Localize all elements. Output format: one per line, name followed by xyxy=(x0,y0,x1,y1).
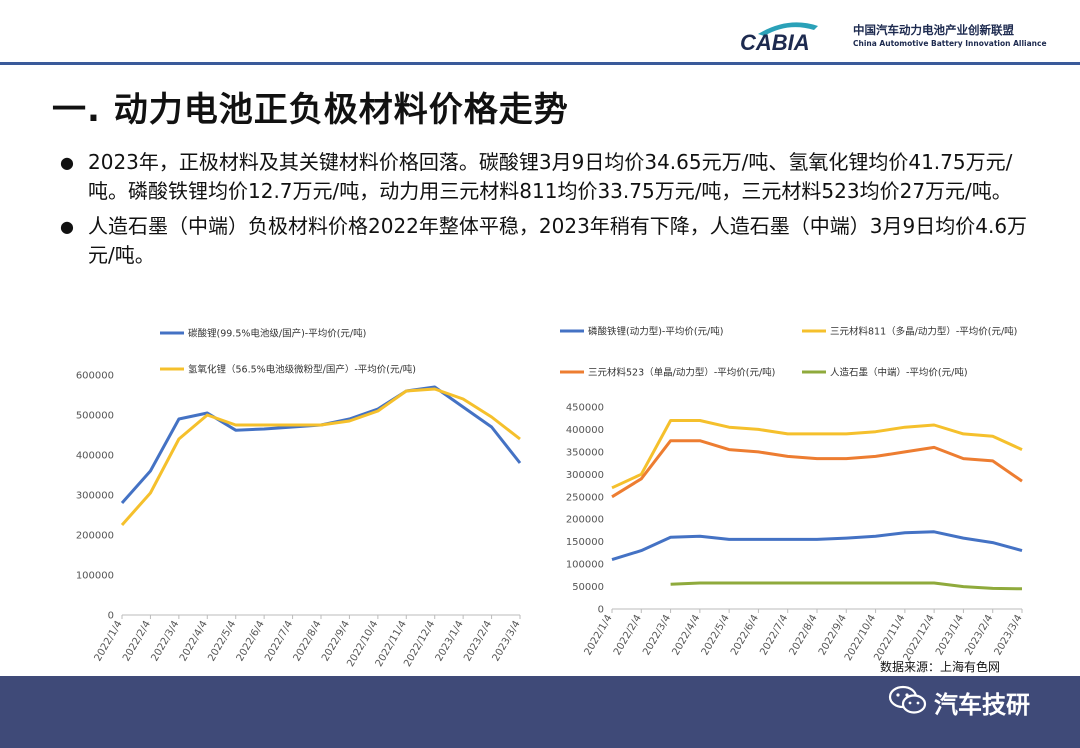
legend-label: 三元材料811（多晶/动力型）-平均价(元/吨) xyxy=(830,326,1017,338)
y-tick-label: 300000 xyxy=(566,470,604,481)
bullet-text: 人造石墨（中端）负极材料价格2022年整体平稳，2023年稍有下降，人造石墨（中… xyxy=(88,214,1028,267)
lithium-price-chart: 碳酸锂(99.5%电池级/国产)-平均价(元/吨) 氢氧化锂（56.5%电池级微粉… xyxy=(76,328,523,669)
legend-label: 三元材料523（单晶/动力型）-平均价(元/吨) xyxy=(588,367,775,379)
cathode-anode-price-chart: 磷酸铁锂(动力型)-平均价(元/吨) 三元材料811（多晶/动力型）-平均价(元/… xyxy=(560,326,1025,663)
cabia-logo: CABIA xyxy=(740,22,818,55)
x-tick-label: 2022/6/4 xyxy=(235,619,267,663)
x-tick-label: 2023/1/4 xyxy=(434,619,466,663)
x-tick-label: 2022/9/4 xyxy=(817,613,849,657)
legend-label: 氢氧化锂（56.5%电池级微粉型/国产）-平均价(元/吨) xyxy=(188,364,416,376)
legend-label: 磷酸铁锂(动力型)-平均价(元/吨) xyxy=(588,326,723,338)
bullet-dot-icon: ● xyxy=(60,217,74,236)
x-tick-label: 2022/8/4 xyxy=(788,613,820,657)
x-tick-label: 2023/3/4 xyxy=(993,613,1025,657)
y-tick-label: 150000 xyxy=(566,537,604,548)
org-name-en: China Automotive Battery Innovation Alli… xyxy=(853,39,1047,48)
x-tick-label: 2022/6/4 xyxy=(729,613,761,657)
series-line-0 xyxy=(611,530,1023,562)
y-tick-label: 0 xyxy=(108,611,114,622)
header-divider xyxy=(0,62,1080,65)
x-tick-label: 2022/2/4 xyxy=(612,613,644,657)
y-tick-label: 500000 xyxy=(76,411,114,422)
x-tick-label: 2022/2/4 xyxy=(121,619,153,663)
series-line-1 xyxy=(611,419,1023,490)
series-line-2 xyxy=(611,439,1023,499)
legend-label: 碳酸锂(99.5%电池级/国产)-平均价(元/吨) xyxy=(188,328,366,340)
x-tick-label: 2023/2/4 xyxy=(462,619,494,663)
watermark-label: 汽车技研 xyxy=(934,691,1030,719)
series-line-3 xyxy=(670,581,1023,591)
x-tick-label: 2022/12/4 xyxy=(902,613,937,663)
x-tick-label: 2022/3/4 xyxy=(149,619,181,663)
y-tick-label: 250000 xyxy=(566,492,604,503)
x-tick-label: 2022/5/4 xyxy=(206,619,238,663)
x-tick-label: 2022/8/4 xyxy=(292,619,324,663)
y-tick-label: 300000 xyxy=(76,491,114,502)
x-tick-label: 2023/1/4 xyxy=(934,613,966,657)
data-source: 数据来源：上海有色网 xyxy=(880,660,1001,674)
x-tick-label: 2023/3/4 xyxy=(491,619,523,663)
x-tick-label: 2023/2/4 xyxy=(963,613,995,657)
y-tick-label: 400000 xyxy=(566,425,604,436)
x-tick-label: 2022/9/4 xyxy=(320,619,352,663)
bullet-dot-icon: ● xyxy=(60,153,74,172)
y-tick-label: 50000 xyxy=(572,582,604,593)
y-tick-label: 100000 xyxy=(76,571,114,582)
logo-mark: CABIA xyxy=(740,30,810,55)
x-tick-label: 2022/3/4 xyxy=(641,613,673,657)
legend-label: 人造石墨（中端）-平均价(元/吨) xyxy=(830,367,968,379)
y-tick-label: 200000 xyxy=(76,531,114,542)
y-tick-label: 200000 xyxy=(566,515,604,526)
page-title: 一. 动力电池正负极材料价格走势 xyxy=(52,90,569,130)
bullet-item: ● 人造石墨（中端）负极材料价格2022年整体平稳，2023年稍有下降，人造石墨… xyxy=(56,212,1046,270)
y-tick-label: 450000 xyxy=(566,403,604,414)
y-tick-label: 400000 xyxy=(76,451,114,462)
y-tick-label: 100000 xyxy=(566,560,604,571)
series-line-1 xyxy=(120,387,521,526)
x-tick-label: 2022/5/4 xyxy=(700,613,732,657)
x-tick-label: 2022/7/4 xyxy=(758,613,790,657)
bullet-text: 2023年，正极材料及其关键材料价格回落。碳酸锂3月9日均价34.65元万/吨、… xyxy=(88,150,1013,203)
x-tick-label: 2022/1/4 xyxy=(583,613,615,657)
header-bar: CABIA 中国汽车动力电池产业创新联盟 China Automotive Ba… xyxy=(0,0,1080,64)
x-tick-label: 2022/4/4 xyxy=(670,613,702,657)
y-tick-label: 350000 xyxy=(566,447,604,458)
org-name-cn: 中国汽车动力电池产业创新联盟 xyxy=(853,23,1014,37)
wechat-icon xyxy=(888,685,927,714)
y-tick-label: 0 xyxy=(598,605,604,616)
x-tick-label: 2022/4/4 xyxy=(178,619,210,663)
x-tick-label: 2022/7/4 xyxy=(263,619,295,663)
series-line-0 xyxy=(120,385,522,504)
bullet-item: ● 2023年，正极材料及其关键材料价格回落。碳酸锂3月9日均价34.65元万/… xyxy=(56,148,1046,206)
y-tick-label: 600000 xyxy=(76,371,114,382)
x-tick-label: 2022/1/4 xyxy=(93,619,125,663)
bullet-list: ● 2023年，正极材料及其关键材料价格回落。碳酸锂3月9日均价34.65元万/… xyxy=(56,148,1046,276)
